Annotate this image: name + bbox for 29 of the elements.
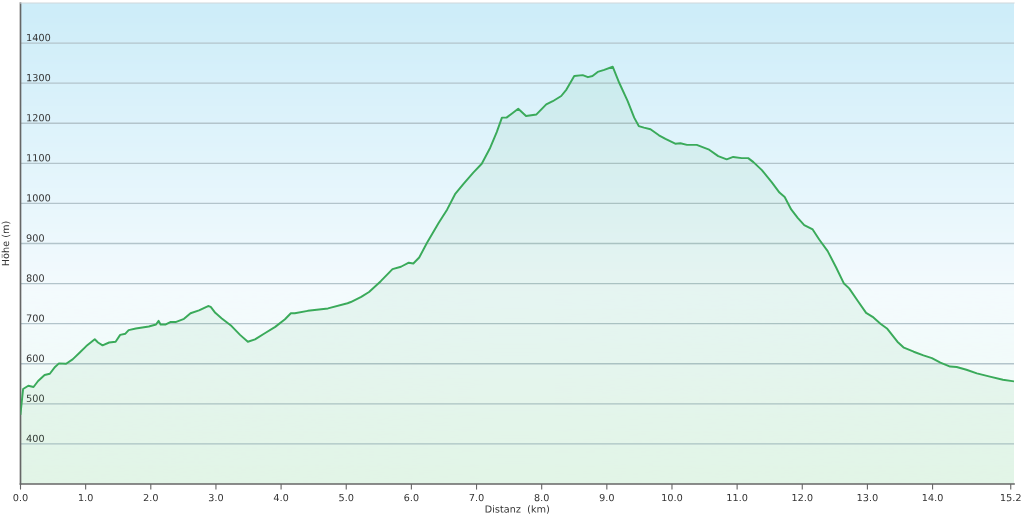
x-tick-label: 12.0 [792, 493, 813, 502]
y-axis-title: Höhe (m) [1, 221, 11, 266]
x-tick-label: 2.0 [143, 493, 158, 502]
x-tick-label: 11.0 [727, 493, 748, 502]
y-tick-label: 1000 [27, 194, 51, 202]
x-tick-label: 3.0 [208, 493, 224, 502]
x-tick-label: 4.0 [273, 493, 289, 502]
x-tick-label: 14.0 [922, 493, 943, 502]
x-tick-label: 9.0 [599, 493, 614, 502]
x-tick-label: 10.0 [662, 493, 683, 502]
y-tick-label: 900 [26, 234, 44, 242]
y-tick-label: 500 [26, 394, 44, 402]
x-tick-label: 1.0 [78, 493, 93, 502]
x-tick-label: 7.0 [469, 493, 484, 502]
y-tick-label: 1100 [27, 154, 51, 162]
y-tick-label: 400 [26, 434, 44, 443]
y-tick-label: 1300 [27, 73, 51, 82]
y-tick-label: 1200 [27, 114, 51, 122]
y-tick-label: 800 [26, 274, 44, 282]
x-tick-label: 0.0 [13, 493, 28, 502]
x-tick-label: 15.2 [1000, 493, 1021, 502]
x-tick-label: 8.0 [534, 493, 549, 502]
x-axis-title: Distanz (km) [485, 505, 549, 514]
x-tick-label: 6.0 [404, 493, 419, 502]
y-tick-label: 700 [26, 314, 44, 322]
y-tick-label: 600 [26, 354, 44, 362]
x-tick-label: 13.0 [857, 493, 878, 502]
x-tick-label: 5.0 [339, 493, 354, 502]
y-tick-label: 1400 [27, 33, 51, 42]
